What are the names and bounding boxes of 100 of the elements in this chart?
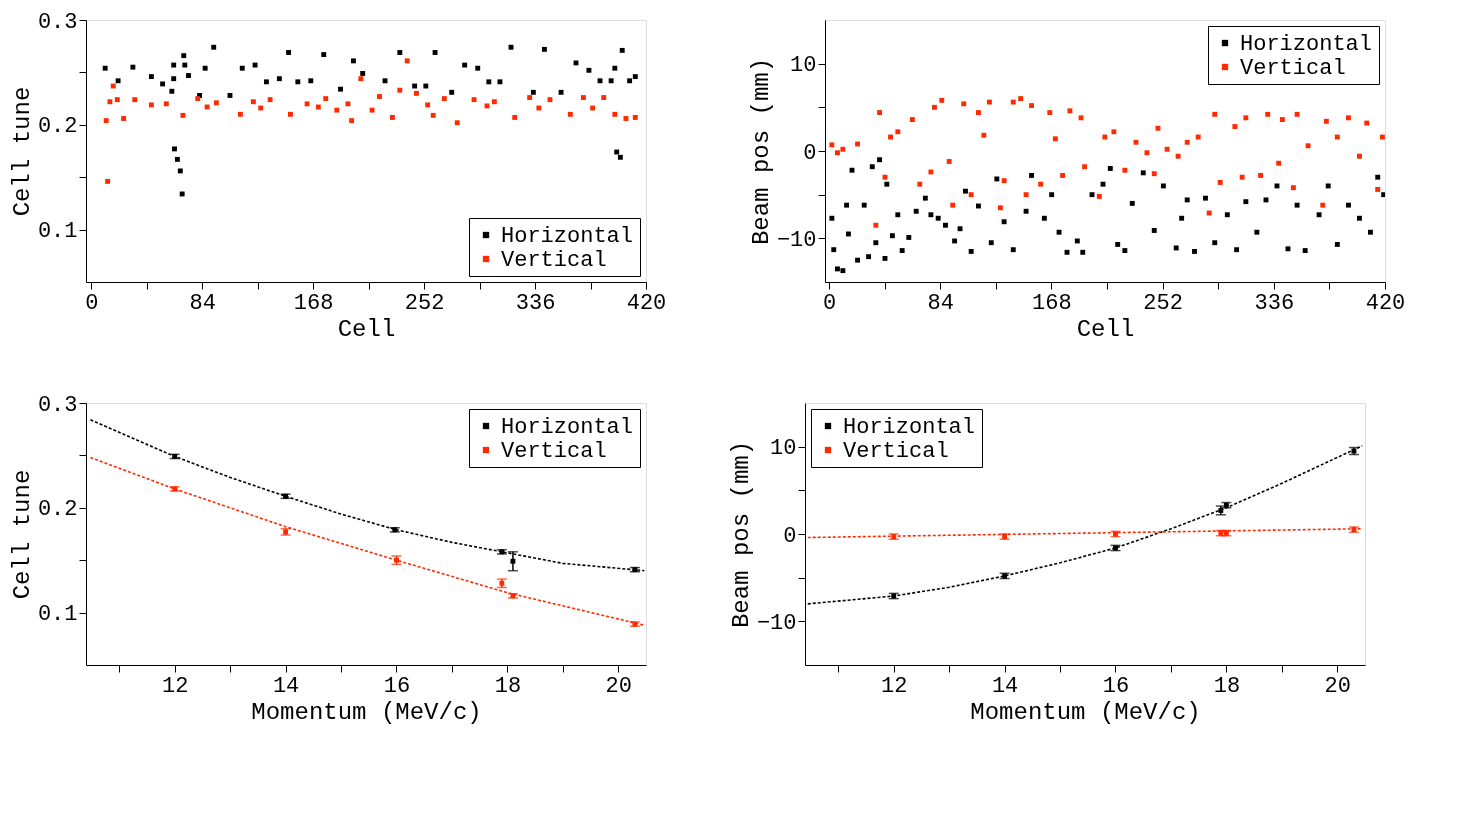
- point: [171, 62, 177, 68]
- legend-label: Vertical: [501, 439, 607, 464]
- x-tick-label: 84: [927, 290, 954, 316]
- point: [527, 95, 533, 100]
- point: [103, 118, 109, 124]
- y-tick-label: 0: [803, 140, 817, 166]
- y-tick-label: 0.3: [37, 392, 78, 418]
- point: [414, 90, 419, 96]
- point: [105, 178, 111, 184]
- y-tick-label: 0.2: [37, 114, 78, 140]
- point: [497, 79, 503, 85]
- point: [172, 146, 177, 152]
- point: [148, 74, 154, 80]
- point: [308, 78, 314, 84]
- y-tick-label: −10: [756, 610, 797, 636]
- point: [441, 96, 447, 102]
- point: [632, 74, 638, 80]
- legend-label: Horizontal: [843, 415, 976, 440]
- x-tick-label: 252: [404, 290, 445, 316]
- x-tick-label: 12: [881, 673, 908, 699]
- x-tick-label: 16: [383, 673, 411, 699]
- point: [114, 97, 120, 103]
- point: [252, 62, 258, 68]
- point: [389, 115, 395, 120]
- point: [180, 112, 186, 118]
- point: [454, 120, 460, 126]
- line-series: [89, 456, 646, 626]
- point: [541, 46, 547, 52]
- point: [486, 79, 492, 85]
- legend-label: Vertical: [843, 439, 949, 464]
- point: [181, 53, 187, 59]
- point: [462, 62, 468, 68]
- point: [107, 99, 113, 105]
- point: [558, 89, 564, 95]
- point: [213, 100, 219, 106]
- x-tick-label: 0: [822, 290, 837, 316]
- point: [432, 50, 438, 55]
- x-tick-label: 16: [1102, 673, 1130, 699]
- point: [351, 58, 356, 64]
- x-tick-label: 18: [494, 673, 522, 699]
- point: [619, 47, 625, 53]
- point: [430, 112, 436, 118]
- x-tick-label: 168: [1032, 290, 1072, 316]
- point: [404, 58, 410, 64]
- y-axis-title: Beam pos (mm): [727, 440, 755, 629]
- point: [449, 89, 455, 95]
- point: [358, 76, 364, 82]
- point: [263, 79, 269, 85]
- x-tick-label: 12: [162, 673, 189, 699]
- y-tick-label: 0.1: [37, 602, 78, 628]
- point: [250, 99, 256, 105]
- point: [345, 101, 351, 107]
- point: [195, 96, 201, 102]
- point: [397, 50, 403, 55]
- point: [132, 97, 138, 103]
- point: [334, 107, 340, 113]
- point: [627, 78, 633, 84]
- point: [267, 97, 273, 103]
- point: [115, 78, 121, 84]
- point: [323, 96, 329, 102]
- x-tick-label: 84: [189, 290, 216, 316]
- point: [425, 102, 431, 108]
- y-tick-label: 0.1: [37, 219, 78, 245]
- line-series: [89, 418, 646, 572]
- point: [295, 79, 301, 85]
- legend-label: Horizontal: [501, 415, 634, 440]
- x-axis-title: Momentum (MeV/c): [251, 698, 482, 726]
- y-axis-title: Cell tune: [8, 469, 36, 600]
- y-tick-label: 0.2: [37, 497, 78, 523]
- x-tick-label: 336: [1254, 290, 1295, 316]
- point: [169, 88, 175, 94]
- x-tick-label: 14: [991, 673, 1019, 699]
- legend-label: Vertical: [501, 248, 607, 273]
- point: [512, 115, 518, 120]
- point: [338, 86, 343, 92]
- x-tick-label: 14: [272, 673, 300, 699]
- point: [608, 78, 614, 84]
- point: [102, 65, 108, 71]
- x-axis-title: Momentum (MeV/c): [970, 698, 1201, 726]
- x-axis-title: Cell: [1076, 315, 1135, 343]
- x-tick-label: 0: [85, 290, 99, 316]
- point: [377, 94, 382, 99]
- x-tick-label: 20: [1324, 673, 1351, 699]
- point: [177, 168, 183, 174]
- point: [286, 50, 292, 55]
- y-tick-label: 10: [790, 53, 817, 79]
- point: [491, 99, 497, 105]
- x-tick-label: 20: [605, 673, 632, 699]
- legend-label: Horizontal: [1240, 32, 1373, 57]
- point: [182, 62, 188, 68]
- x-tick-label: 18: [1213, 673, 1241, 699]
- legend-label: Vertical: [1240, 56, 1346, 81]
- x-tick-label: 336: [515, 290, 556, 316]
- point: [163, 101, 169, 107]
- point: [148, 102, 154, 108]
- x-axis-title: Cell: [337, 315, 396, 343]
- point: [321, 52, 327, 58]
- x-tick-label: 420: [1365, 290, 1406, 316]
- y-axis-title: Beam pos (mm): [747, 57, 775, 246]
- point: [530, 89, 536, 95]
